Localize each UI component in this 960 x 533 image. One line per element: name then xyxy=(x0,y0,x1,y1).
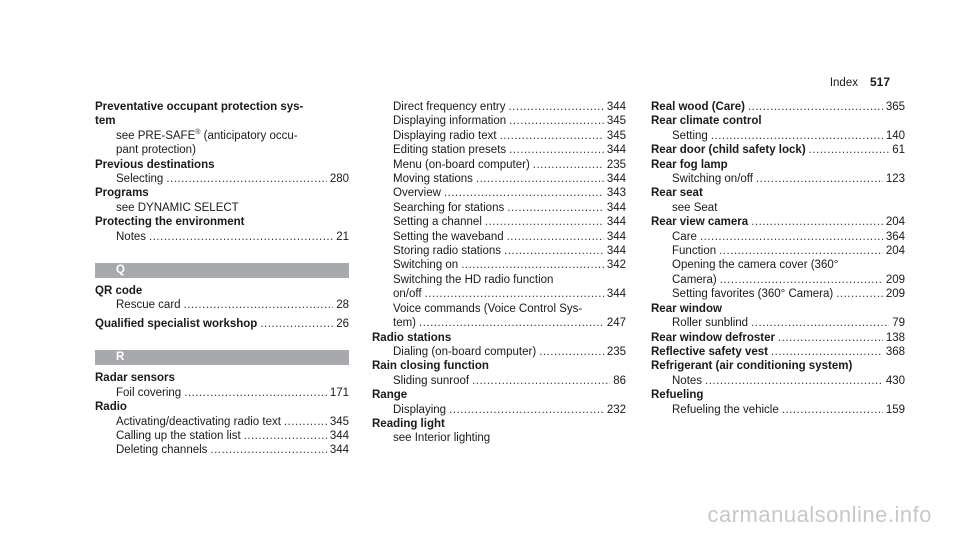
index-heading: Radar sensors xyxy=(95,372,175,385)
index-entry: Setting a channel344 xyxy=(372,215,626,229)
index-entry: Displaying232 xyxy=(372,403,626,417)
index-entry-continued: Opening the camera cover (360° xyxy=(672,259,839,272)
index-see-ref: see DYNAMIC SELECT xyxy=(116,201,239,214)
index-heading: Previous destinations xyxy=(95,158,215,171)
index-heading: Refueling xyxy=(651,389,704,402)
index-column-3: Real wood (Care)365 Rear climate control… xyxy=(651,100,905,417)
index-entry: Real wood (Care)365 xyxy=(651,100,905,114)
index-entry: on/off344 xyxy=(372,287,626,301)
index-entry-continued: Voice commands (Voice Control Sys- xyxy=(393,302,583,315)
page-header: Index 517 xyxy=(830,75,890,89)
index-entry: Direct frequency entry344 xyxy=(372,100,626,114)
index-heading: Refrigerant (air conditioning system) xyxy=(651,360,853,373)
index-entry: Storing radio stations344 xyxy=(372,244,626,258)
index-entry: Switching on/off123 xyxy=(651,172,905,186)
index-entry: Dialing (on-board computer)235 xyxy=(372,345,626,359)
index-entry: Setting the waveband344 xyxy=(372,230,626,244)
index-entry: Rear view camera204 xyxy=(651,215,905,229)
page-number: 517 xyxy=(869,75,890,89)
index-heading: Rear climate control xyxy=(651,115,762,128)
index-heading: Reading light xyxy=(372,417,445,430)
index-entry: Setting favorites (360° Camera)209 xyxy=(651,287,905,301)
index-heading: Preventative occupant protection sys- xyxy=(95,101,304,113)
index-entry: Displaying radio text345 xyxy=(372,129,626,143)
index-entry: Rear door (child safety lock)61 xyxy=(651,143,905,157)
index-entry: Refueling the vehicle159 xyxy=(651,403,905,417)
index-entry: Deleting channels344 xyxy=(95,443,349,457)
index-see-ref: see Seat xyxy=(672,201,718,214)
index-entry: Notes430 xyxy=(651,374,905,388)
index-entry: Editing station presets344 xyxy=(372,143,626,157)
index-entry: Switching on342 xyxy=(372,258,626,272)
index-entry: Searching for stations344 xyxy=(372,201,626,215)
index-entry: Notes21 xyxy=(95,230,349,244)
index-entry: Setting140 xyxy=(651,129,905,143)
index-column-1: Preventative occupant protection sys- te… xyxy=(95,100,349,458)
letter-section-r: R xyxy=(95,350,349,366)
index-entry: Moving stations344 xyxy=(372,172,626,186)
index-heading: QR code xyxy=(95,285,143,298)
index-see-ref: pant protection) xyxy=(116,144,196,157)
index-entry: Overview343 xyxy=(372,186,626,200)
index-entry: Qualified specialist workshop26 xyxy=(95,317,349,331)
index-entry: Menu (on-board computer)235 xyxy=(372,158,626,172)
index-heading: Rear fog lamp xyxy=(651,158,728,171)
index-heading: Radio stations xyxy=(372,331,452,344)
index-entry: Foil covering171 xyxy=(95,386,349,400)
index-heading: Rear window xyxy=(651,302,722,315)
index-entry: Calling up the station list344 xyxy=(95,429,349,443)
watermark: carmanualsonline.info xyxy=(707,502,932,527)
index-heading: Range xyxy=(372,389,408,402)
index-heading: Rear seat xyxy=(651,187,703,200)
index-heading: Radio xyxy=(95,401,127,414)
header-title: Index xyxy=(829,77,858,89)
index-entry: Camera)209 xyxy=(651,273,905,287)
index-entry: Care364 xyxy=(651,230,905,244)
index-entry: Function204 xyxy=(651,244,905,258)
index-entry: Reflective safety vest368 xyxy=(651,345,905,359)
index-entry: Selecting280 xyxy=(95,172,349,186)
index-entry: Sliding sunroof86 xyxy=(372,374,626,388)
index-heading: Programs xyxy=(95,187,149,200)
index-entry: Displaying information345 xyxy=(372,114,626,128)
index-heading: Protecting the environment xyxy=(95,216,245,229)
letter-section-q: Q xyxy=(95,263,349,279)
index-column-2: Direct frequency entry344 Displaying inf… xyxy=(372,100,626,446)
index-entry: Activating/deactivating radio text345 xyxy=(95,415,349,429)
index-entry: Rescue card28 xyxy=(95,298,349,312)
index-entry-continued: Switching the HD radio function xyxy=(393,273,554,286)
index-entry: tem)247 xyxy=(372,316,626,330)
index-see-ref: see Interior lighting xyxy=(393,432,491,445)
index-heading: Rain closing function xyxy=(372,360,489,373)
index-entry: Roller sunblind79 xyxy=(651,316,905,330)
index-see-ref: see PRE-SAFE® (anticipatory occu- xyxy=(116,128,298,142)
index-heading: tem xyxy=(95,115,116,128)
index-entry: Rear window defroster138 xyxy=(651,331,905,345)
